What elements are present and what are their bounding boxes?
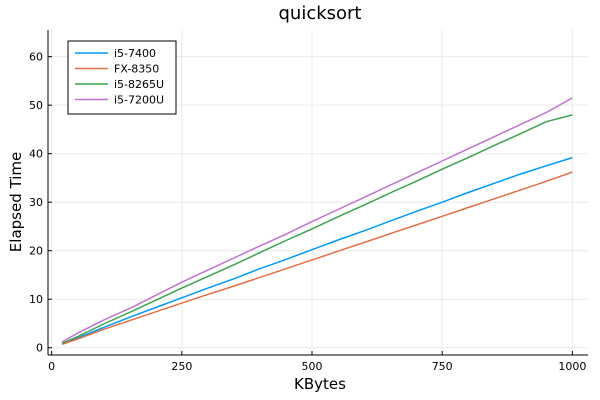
series-line-fx-8350 bbox=[61, 171, 573, 346]
chart-title: quicksort bbox=[278, 3, 361, 24]
x-tick-label: 750 bbox=[432, 360, 453, 373]
series-line-i5-7200u bbox=[61, 97, 573, 343]
series-lines bbox=[61, 97, 573, 346]
x-tick-label: 1000 bbox=[558, 360, 586, 373]
x-tick-label: 250 bbox=[171, 360, 192, 373]
legend-label: i5-7200U bbox=[114, 94, 164, 107]
series-line-i5-8265u bbox=[61, 114, 573, 345]
x-tick-label: 500 bbox=[302, 360, 323, 373]
series-line-i5-7400 bbox=[61, 156, 573, 345]
legend-label: i5-7400 bbox=[114, 47, 156, 60]
legend-label: i5-8265U bbox=[114, 78, 164, 91]
legend: i5-7400 FX-8350 i5-8265U i5-7200U bbox=[67, 40, 177, 115]
y-tick-label: 40 bbox=[29, 148, 43, 161]
y-tick-label: 50 bbox=[29, 99, 43, 112]
y-tick-label: 20 bbox=[29, 245, 43, 258]
y-axis-title: Elapsed Time bbox=[7, 152, 25, 252]
x-axis-title: KBytes bbox=[294, 375, 346, 393]
y-tick-label: 60 bbox=[29, 51, 43, 64]
axes: 0 250 500 750 1000 0 10 20 30 40 50 60 bbox=[29, 30, 588, 373]
legend-label: FX-8350 bbox=[114, 63, 159, 76]
y-tick-label: 0 bbox=[36, 342, 43, 355]
y-tick-label: 10 bbox=[29, 293, 43, 306]
x-tick-label: 0 bbox=[48, 360, 55, 373]
y-tick-label: 30 bbox=[29, 196, 43, 209]
